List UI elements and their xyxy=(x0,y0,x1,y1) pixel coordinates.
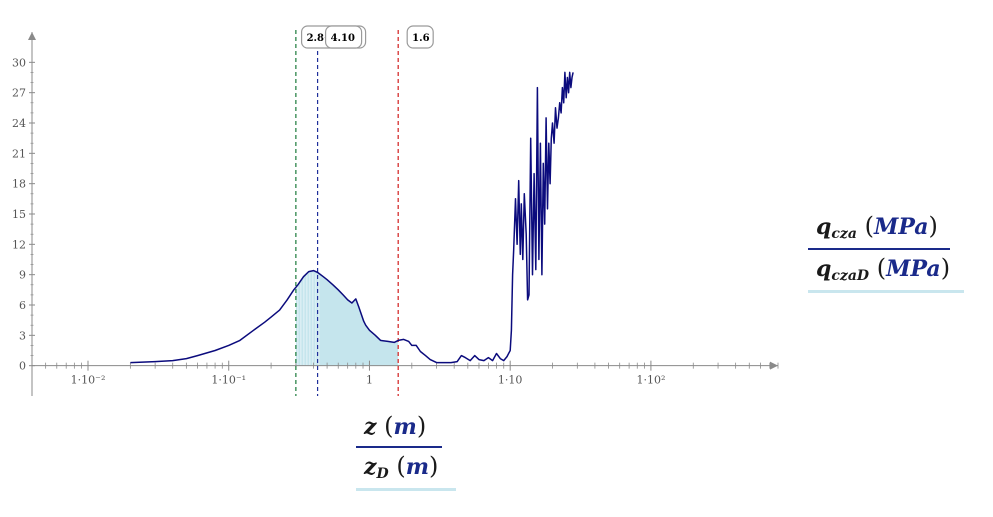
y-legend-line-1 xyxy=(808,248,950,250)
y2-subscript: czaD xyxy=(831,268,870,284)
x-axis-legend: z (m) zD (m) xyxy=(356,412,456,491)
x2-subscript: D xyxy=(376,466,389,482)
y-legend-series-2: qczaD (MPa) xyxy=(808,254,964,284)
marker-label-red-box xyxy=(406,25,434,49)
marker-label-overlap-box xyxy=(324,25,363,49)
y-legend-line-2 xyxy=(808,290,964,293)
x1-symbol: z xyxy=(364,414,377,440)
y-tick-label: 18 xyxy=(12,178,26,191)
x-tick-label: 1·10⁻² xyxy=(71,374,106,387)
y-tick-label: 27 xyxy=(12,87,26,100)
marker-labels-group: 2.8·10⁻¹4.101.6 xyxy=(300,25,434,49)
series-q-czaD-area xyxy=(295,270,399,366)
y-tick-label: 24 xyxy=(12,117,26,130)
y-legend-series-1: qcza (MPa) xyxy=(808,212,964,242)
x-legend-series-2: zD (m) xyxy=(356,452,456,482)
marker-label-overlap: 4.10 xyxy=(331,33,355,44)
x-legend-line-1 xyxy=(356,446,442,448)
y-tick-label: 3 xyxy=(19,329,26,342)
y1-symbol: q xyxy=(816,214,832,240)
y-tick-label: 30 xyxy=(12,56,26,69)
axes-group: 0 3 6 9 12 15 18 21 24 27 30 1·10⁻² 1·10⁻¹ 1 1·10 1·10² xyxy=(12,32,779,396)
y2-open-paren: ( xyxy=(876,254,887,282)
x-tick-label: 1·10 xyxy=(498,374,523,387)
y2-symbol: q xyxy=(816,256,832,282)
shaded-area-group xyxy=(295,270,399,366)
series-q-cza-line xyxy=(130,71,574,364)
x2-unit: m xyxy=(405,454,429,480)
y-tick-label: 12 xyxy=(12,238,26,251)
x-tick-label: 1·10⁻¹ xyxy=(211,374,246,387)
y-axis-arrow xyxy=(28,32,36,40)
y2-close-paren: ) xyxy=(940,254,951,282)
y1-unit: MPa xyxy=(873,214,929,240)
y1-open-paren: ( xyxy=(864,212,874,240)
x1-open-paren: ( xyxy=(384,412,394,440)
y-tick-label: 6 xyxy=(19,299,26,312)
x-legend-series-1: z (m) xyxy=(356,412,456,440)
y-tick-label: 15 xyxy=(12,208,26,221)
y-tick-label: 0 xyxy=(19,360,26,373)
y-tick-label: 21 xyxy=(12,147,26,160)
y1-subscript: cza xyxy=(831,226,857,242)
series-group xyxy=(130,71,574,364)
y-tick-label: 9 xyxy=(19,269,26,282)
x1-unit: m xyxy=(393,414,417,440)
markers-group xyxy=(295,30,399,396)
y1-close-paren: ) xyxy=(928,212,938,240)
x2-open-paren: ( xyxy=(396,452,406,480)
marker-label-red: 1.6 xyxy=(412,33,429,44)
y-axis-legend: qcza (MPa) qczaD (MPa) xyxy=(808,212,964,293)
x-legend-line-2 xyxy=(356,488,456,491)
x-axis-arrow xyxy=(770,361,778,370)
x2-symbol: z xyxy=(364,454,377,480)
x-tick-label: 1 xyxy=(366,374,373,387)
x1-close-paren: ) xyxy=(416,412,427,440)
x2-close-paren: ) xyxy=(428,452,439,480)
y2-unit: MPa xyxy=(886,256,941,282)
x-tick-label: 1·10² xyxy=(636,374,665,387)
